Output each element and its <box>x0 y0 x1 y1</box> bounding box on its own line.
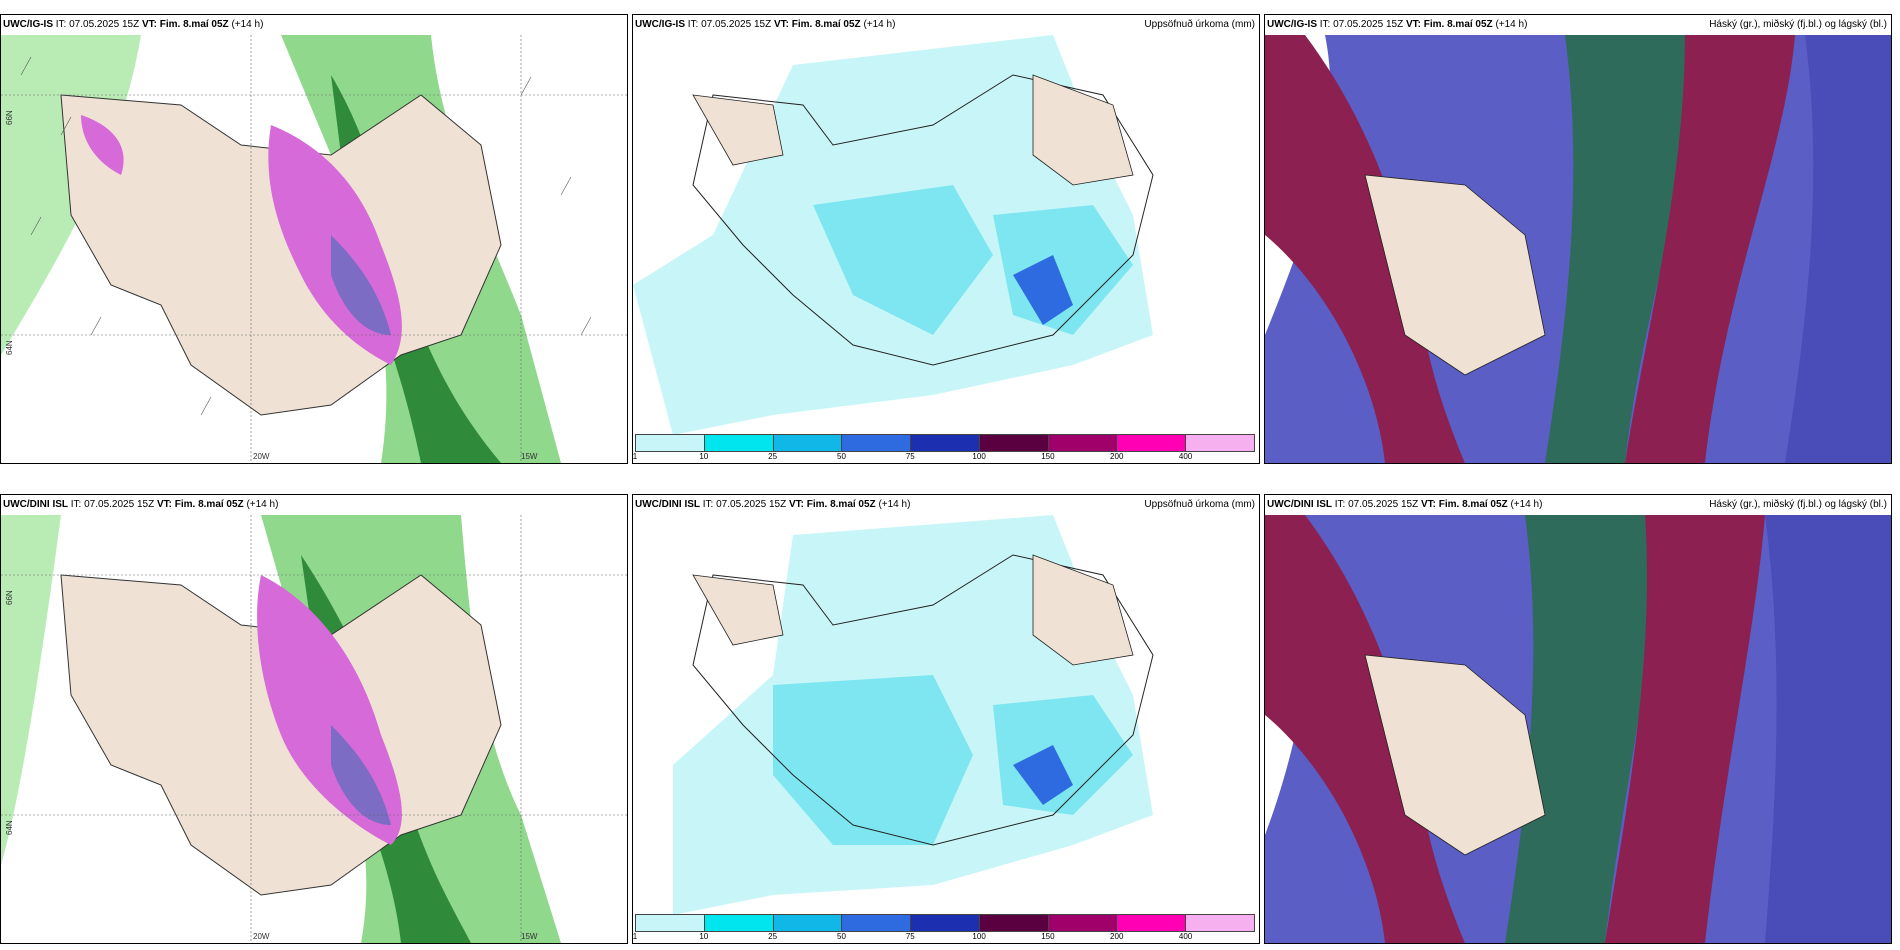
colorbar-tick: 10 <box>699 452 709 461</box>
colorbar-swatch <box>979 915 1049 931</box>
panel-title: UWC/IG-IS IT: 07.05.2025 15Z VT: Fim. 8.… <box>3 19 264 30</box>
panel-title: UWC/DINI ISL IT: 07.05.2025 15Z VT: Fim.… <box>3 499 279 510</box>
colorbar-tick: 50 <box>837 932 846 941</box>
panel-ig-temp-wind: UWC/IG-IS IT: 07.05.2025 15Z VT: Fim. 8.… <box>0 14 628 464</box>
colorbar-swatch <box>842 915 912 931</box>
colorbar-tick: 75 <box>905 452 915 461</box>
colorbar-tick: 100 <box>972 452 986 461</box>
colorbar-tick: 200 <box>1110 932 1124 941</box>
colorbar-tick: 25 <box>768 452 778 461</box>
lon-label-15w: 15W <box>521 452 538 461</box>
colorbar-swatch <box>636 915 705 931</box>
colorbar-swatches <box>635 434 1255 452</box>
colorbar-swatch <box>1048 435 1118 451</box>
colorbar-tick: 1 <box>632 452 638 461</box>
colorbar-tick: 150 <box>1041 932 1055 941</box>
colorbar-swatch <box>911 915 980 931</box>
colorbar-tick: 400 <box>1178 452 1193 461</box>
precip-colorbar: 1 10 25 50 75 100 150 200 400 <box>632 434 1255 462</box>
lon-label-20w: 20W <box>253 452 270 461</box>
colorbar-tick: 50 <box>837 452 846 461</box>
colorbar-swatch <box>773 915 843 931</box>
colorbar-tick: 10 <box>699 932 709 941</box>
colorbar-ticks: 1 10 25 50 75 100 150 200 400 <box>632 452 1255 462</box>
colorbar-ticks: 1 10 25 50 75 100 150 200 400 <box>632 932 1255 942</box>
lat-label-top: 66N <box>5 590 14 605</box>
panel-ig-clouds: UWC/IG-IS IT: 07.05.2025 15Z VT: Fim. 8.… <box>1264 14 1892 464</box>
colorbar-tick: 75 <box>905 932 915 941</box>
panel-title: UWC/DINI ISL IT: 07.05.2025 15Z VT: Fim.… <box>635 499 911 510</box>
colorbar-swatch <box>911 435 980 451</box>
lon-label-15w: 15W <box>521 932 538 941</box>
panel-title: UWC/IG-IS IT: 07.05.2025 15Z VT: Fim. 8.… <box>635 19 896 30</box>
colorbar-swatch <box>1048 915 1118 931</box>
panel-field-title: Háský (gr.), miðský (fj.bl.) og lágský (… <box>1709 19 1887 30</box>
lat-label-bottom: 64N <box>5 820 14 835</box>
precip-colorbar: 1 10 25 50 75 100 150 200 400 <box>632 914 1255 942</box>
panel-field-title: Uppsöfnuð úrkoma (mm) <box>1144 19 1255 30</box>
colorbar-tick: 150 <box>1041 452 1055 461</box>
panel-title: UWC/DINI ISL IT: 07.05.2025 15Z VT: Fim.… <box>1267 499 1543 510</box>
cloud-map <box>1265 35 1891 463</box>
colorbar-swatch <box>773 435 843 451</box>
panel-field-title: Háský (gr.), miðský (fj.bl.) og lágský (… <box>1709 499 1887 510</box>
colorbar-tick: 100 <box>972 932 986 941</box>
temperature-wind-map <box>1 35 627 463</box>
panel-ig-precip: UWC/IG-IS IT: 07.05.2025 15Z VT: Fim. 8.… <box>632 14 1260 464</box>
colorbar-swatch <box>979 435 1049 451</box>
precip-map <box>633 35 1259 463</box>
colorbar-swatch <box>704 915 774 931</box>
colorbar-swatches <box>635 914 1255 932</box>
colorbar-swatch <box>636 435 705 451</box>
precip-map <box>633 515 1259 943</box>
colorbar-swatch <box>1117 435 1187 451</box>
colorbar-tick: 400 <box>1178 932 1193 941</box>
colorbar-tick: 25 <box>768 932 778 941</box>
colorbar-swatch <box>1117 915 1187 931</box>
colorbar-swatch <box>1186 915 1255 931</box>
panel-field-title: Uppsöfnuð úrkoma (mm) <box>1144 499 1255 510</box>
lat-label-top: 66N <box>5 110 14 125</box>
colorbar-swatch <box>704 435 774 451</box>
panel-dini-temp-wind: UWC/DINI ISL IT: 07.05.2025 15Z VT: Fim.… <box>0 494 628 944</box>
lat-label-bottom: 64N <box>5 340 14 355</box>
panel-title: UWC/IG-IS IT: 07.05.2025 15Z VT: Fim. 8.… <box>1267 19 1528 30</box>
colorbar-swatch <box>842 435 912 451</box>
temperature-wind-map <box>1 515 627 943</box>
lon-label-20w: 20W <box>253 932 270 941</box>
cloud-map <box>1265 515 1891 943</box>
colorbar-tick: 200 <box>1110 452 1124 461</box>
colorbar-tick: 1 <box>632 932 638 941</box>
panel-dini-clouds: UWC/DINI ISL IT: 07.05.2025 15Z VT: Fim.… <box>1264 494 1892 944</box>
colorbar-swatch <box>1186 435 1255 451</box>
panel-dini-precip: UWC/DINI ISL IT: 07.05.2025 15Z VT: Fim.… <box>632 494 1260 944</box>
